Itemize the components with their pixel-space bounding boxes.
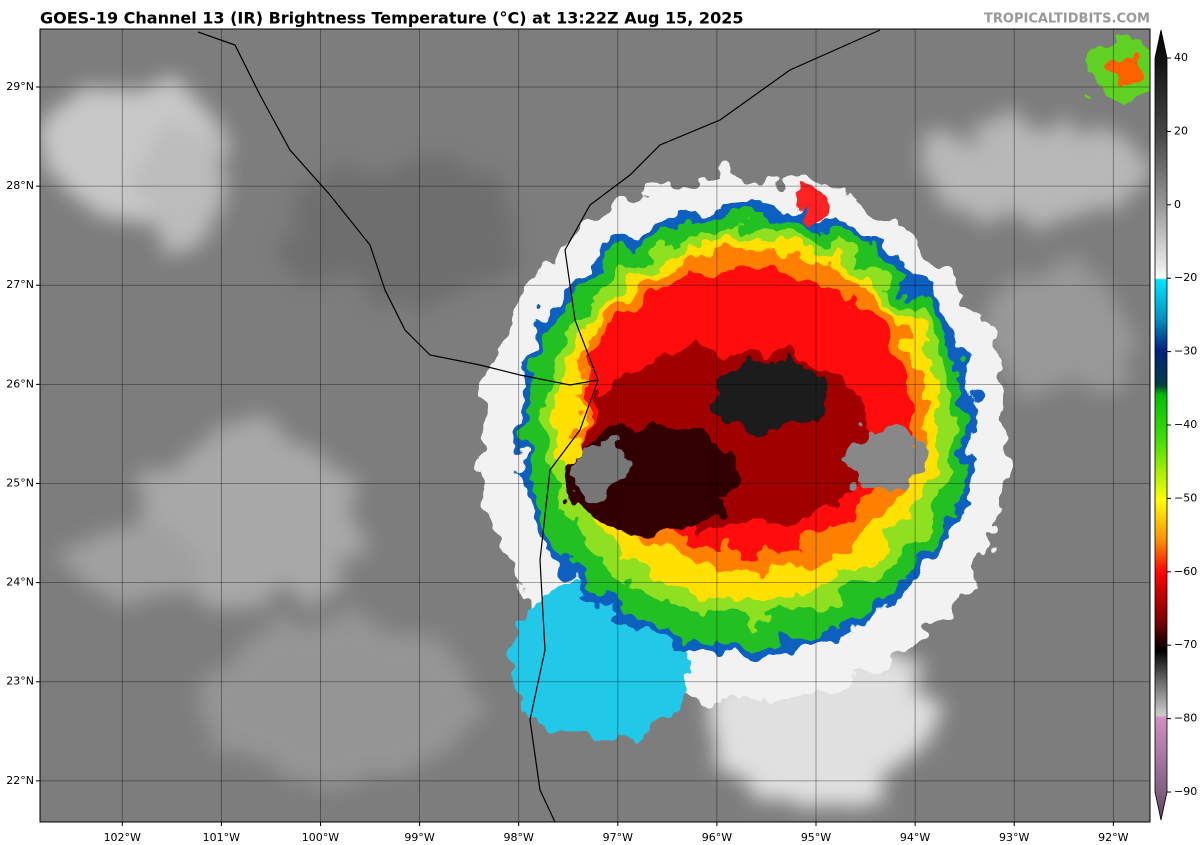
clear-sky-clouds	[40, 80, 1150, 810]
colorbar-tick-label: −20	[1174, 271, 1197, 284]
colorbar-tick-label: −90	[1174, 785, 1197, 798]
colorbar-tick-label: 20	[1174, 124, 1188, 137]
x-tick-label: 98°W	[504, 831, 534, 844]
storm-system	[480, 40, 1150, 740]
coastline-border	[197, 29, 881, 822]
tick-labels: 102°W 101°W 100°W 99°W 98°W 97°W 96°W 95°W 94°W 9…	[6, 51, 1197, 844]
colorbar-tick-label: −50	[1174, 491, 1197, 504]
colorbar-tick-label: −70	[1174, 638, 1197, 651]
x-tick-label: 102°W	[104, 831, 141, 844]
x-tick-label: 94°W	[900, 831, 930, 844]
x-tick-label: 99°W	[404, 831, 434, 844]
x-tick-label: 92°W	[1098, 831, 1128, 844]
x-tick-label: 100°W	[302, 831, 339, 844]
y-tick-label: 25°N	[6, 476, 34, 489]
colorbar-tick-label: −40	[1174, 418, 1197, 431]
x-tick-label: 96°W	[702, 831, 732, 844]
imagery	[40, 29, 1150, 822]
colorbar-tick-label: 0	[1174, 198, 1181, 211]
title: GOES-19 Channel 13 (IR) Brightness Tempe…	[40, 9, 743, 28]
x-tick-label: 97°W	[603, 831, 633, 844]
colorbar	[1154, 29, 1168, 821]
colorbar-tick-label: −60	[1174, 565, 1197, 578]
y-tick-label: 28°N	[6, 179, 34, 192]
colorbar-tick-label: −80	[1174, 712, 1197, 725]
x-tick-label: 95°W	[801, 831, 831, 844]
y-tick-label: 26°N	[6, 377, 34, 390]
y-tick-label: 22°N	[6, 774, 34, 787]
map-frame	[39, 28, 1151, 823]
y-tick-label: 23°N	[6, 675, 34, 688]
credit: TROPICALTIDBITS.COM	[984, 12, 1150, 27]
colorbar-tick-label: 40	[1174, 51, 1188, 64]
x-tick-label: 93°W	[999, 831, 1029, 844]
y-tick-label: 27°N	[6, 278, 34, 291]
x-tick-label: 101°W	[203, 831, 240, 844]
graticule	[40, 29, 1150, 822]
colorbar-tick-label: −30	[1174, 345, 1197, 358]
y-tick-label: 24°N	[6, 576, 34, 589]
y-tick-label: 29°N	[6, 80, 34, 93]
